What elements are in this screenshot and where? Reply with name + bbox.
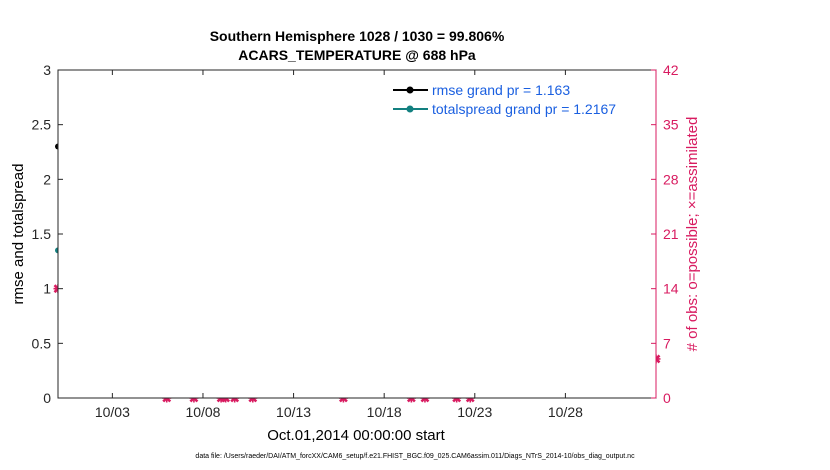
x-tick-label: 10/28 xyxy=(548,404,583,420)
legend-spread-label: totalspread grand pr = 1.2167 xyxy=(432,101,616,117)
footnote: data file: /Users/raeder/DAI/ATM_forcXX/… xyxy=(195,453,635,460)
x-axis-label: Oct.01,2014 00:00:00 start xyxy=(267,427,445,444)
x-tick-label: 10/03 xyxy=(95,404,130,420)
y-axis-right-label: # of obs: o=possible; ×=assimilated xyxy=(684,117,701,352)
chart-title-line1: Southern Hemisphere 1028 / 1030 = 99.806… xyxy=(210,28,505,44)
y-right-tick-label: 35 xyxy=(663,117,679,133)
y-right-tick-label: 42 xyxy=(663,62,679,78)
y-right-tick-label: 7 xyxy=(663,335,671,351)
y-right-tick-label: 0 xyxy=(663,390,671,406)
y-left-tick-label: 1.5 xyxy=(32,226,52,242)
y-right-tick-label: 21 xyxy=(663,226,679,242)
legend-rmse-marker xyxy=(406,86,414,94)
y-right-tick-label: 28 xyxy=(663,171,679,187)
legend: rmse grand pr = 1.163 totalspread grand … xyxy=(393,82,616,117)
y-left-tick-label: 2 xyxy=(43,171,51,187)
legend-spread-marker xyxy=(406,105,414,113)
chart-title-line2: ACARS_TEMPERATURE @ 688 hPa xyxy=(238,47,476,63)
x-tick-label: 10/23 xyxy=(457,404,492,420)
plot-frame xyxy=(57,69,657,399)
y-left-tick-label: 0.5 xyxy=(32,335,52,351)
axes: 10/03 10/08 10/13 10/18 10/23 10/28 0 0.5 1 1.5 2 2… xyxy=(32,62,679,420)
y-axis-left-label: rmse and totalspread xyxy=(10,164,27,305)
y-right-tick-label: 14 xyxy=(663,281,679,297)
legend-rmse-label: rmse grand pr = 1.163 xyxy=(432,82,570,98)
x-tick-label: 10/18 xyxy=(367,404,402,420)
x-tick-label: 10/13 xyxy=(276,404,311,420)
y-left-tick-label: 0 xyxy=(43,390,51,406)
y-left-tick-label: 3 xyxy=(43,62,51,78)
y-left-tick-label: 2.5 xyxy=(32,117,52,133)
x-tick-label: 10/08 xyxy=(185,404,220,420)
y-left-tick-label: 1 xyxy=(43,281,51,297)
